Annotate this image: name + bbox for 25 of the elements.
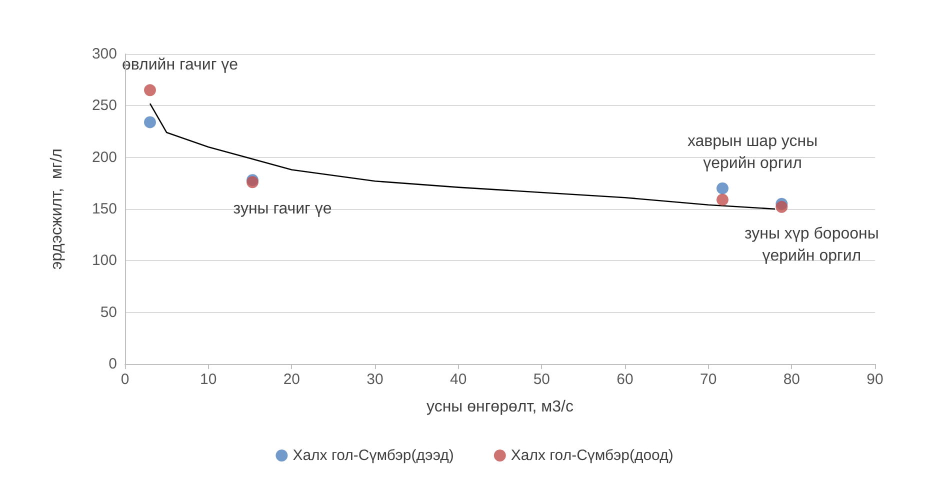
x-axis-title: усны өнгөрөлт, м3/с bbox=[426, 398, 574, 416]
x-tick-label: 0 bbox=[120, 371, 130, 388]
legend-label: Халх гол-Сүмбэр(дээд) bbox=[292, 447, 454, 464]
x-tick-label: 70 bbox=[700, 371, 717, 388]
y-tick-label: 300 bbox=[92, 46, 117, 62]
annotation: зуны хүр борооны үерийн оргил bbox=[744, 225, 879, 264]
x-tick-label: 20 bbox=[283, 371, 300, 388]
annotation: өвлийн гачиг үе bbox=[122, 56, 238, 74]
x-tick-label: 90 bbox=[866, 371, 884, 388]
y-tick-label: 150 bbox=[92, 200, 117, 218]
y-tick-label: 0 bbox=[108, 356, 117, 372]
y-axis-title: эрдэсжилт, мг/л bbox=[48, 148, 66, 270]
y-tick-label: 100 bbox=[92, 252, 117, 270]
x-tick-label: 30 bbox=[366, 371, 384, 388]
x-tick-label: 10 bbox=[200, 371, 217, 388]
y-tick-label: 200 bbox=[92, 148, 117, 166]
y-tick-label: 50 bbox=[100, 304, 117, 321]
x-tick-label: 50 bbox=[533, 371, 550, 388]
y-tick-label: 250 bbox=[92, 97, 117, 114]
x-tick-label: 40 bbox=[450, 371, 467, 388]
x-tick-label: 80 bbox=[783, 371, 800, 388]
legend-label: Халх гол-Сүмбэр(доод) bbox=[510, 447, 674, 464]
annotation: зуны гачиг үе bbox=[233, 200, 332, 218]
annotation: хаврын шар усны үерийн оргил bbox=[687, 132, 818, 172]
x-tick-label: 60 bbox=[616, 371, 634, 388]
